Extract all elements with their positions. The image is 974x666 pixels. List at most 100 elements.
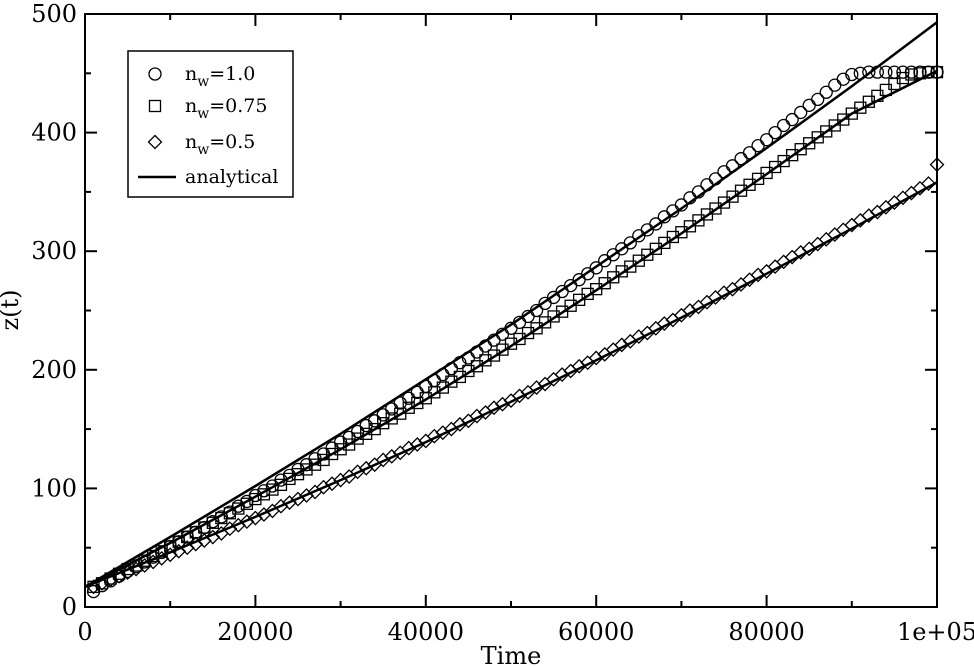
diamond-point bbox=[656, 316, 672, 331]
diamond-point bbox=[299, 488, 314, 503]
diamond-point bbox=[929, 157, 945, 173]
square-point bbox=[325, 447, 339, 461]
circle-point bbox=[734, 152, 748, 166]
diamond-point bbox=[750, 267, 766, 283]
diamond-point bbox=[94, 575, 110, 591]
circle-point bbox=[350, 424, 365, 439]
circle-point bbox=[436, 367, 450, 382]
circle-point bbox=[86, 584, 101, 599]
circle-point bbox=[751, 138, 765, 153]
circle-point bbox=[529, 303, 544, 318]
circle-point bbox=[708, 172, 723, 186]
square-point bbox=[666, 230, 680, 244]
analytical-curve bbox=[84, 181, 938, 588]
y-tick-label: 200 bbox=[31, 356, 77, 384]
square-point bbox=[240, 497, 254, 510]
diamond-point bbox=[162, 547, 178, 563]
circle-point bbox=[717, 165, 731, 179]
circle-point bbox=[811, 92, 825, 107]
x-tick-label: 80000 bbox=[728, 618, 804, 646]
square-point bbox=[164, 540, 177, 553]
diamond-point bbox=[793, 244, 809, 260]
square-point bbox=[402, 401, 415, 414]
diamond-point bbox=[512, 388, 527, 404]
analytical-curve bbox=[84, 21, 938, 588]
diamond-point bbox=[230, 517, 246, 533]
diamond-point bbox=[290, 491, 306, 507]
square-point bbox=[232, 502, 245, 515]
y-tick-label: 500 bbox=[31, 0, 77, 28]
square-point bbox=[300, 463, 313, 476]
diamond-point bbox=[469, 408, 485, 424]
square-point bbox=[360, 427, 373, 440]
square-point bbox=[896, 71, 910, 85]
circle-point bbox=[376, 408, 390, 422]
circle-point bbox=[845, 67, 859, 82]
square-point bbox=[147, 549, 160, 563]
legend-marker-diamond bbox=[147, 134, 163, 150]
diamond-point bbox=[350, 464, 366, 480]
diamond-point bbox=[154, 550, 170, 566]
diamond-point bbox=[188, 536, 204, 552]
square-point bbox=[334, 443, 347, 456]
diamond-point bbox=[120, 565, 136, 581]
circle-point bbox=[828, 78, 842, 92]
diamond-point bbox=[486, 400, 502, 416]
square-point bbox=[291, 468, 305, 481]
square-point bbox=[121, 562, 134, 576]
axis-layer: 0 20000 40000 60000 80000 1e+05 0 100 200 300 400 5… bbox=[31, 0, 974, 646]
series-square bbox=[87, 65, 944, 593]
diamond-point bbox=[333, 472, 349, 488]
circle-point bbox=[623, 236, 637, 250]
circle-point bbox=[444, 361, 459, 376]
square-point bbox=[445, 375, 458, 388]
diamond-point bbox=[401, 440, 417, 456]
diamond-point bbox=[588, 350, 604, 366]
circle-point bbox=[870, 65, 885, 79]
circle-point bbox=[742, 146, 757, 160]
legend-marker-square bbox=[148, 99, 162, 113]
diamond-point bbox=[171, 543, 187, 559]
square-point bbox=[266, 483, 279, 496]
circle-point bbox=[589, 261, 603, 275]
diamond-point bbox=[196, 533, 212, 549]
x-tick-label: 20000 bbox=[217, 618, 293, 646]
diamond-point bbox=[205, 529, 221, 545]
y-tick-label: 300 bbox=[31, 237, 77, 265]
diamond-point bbox=[103, 572, 118, 588]
circle-point bbox=[819, 85, 833, 99]
circle-point bbox=[879, 65, 893, 79]
square-point bbox=[581, 287, 594, 301]
y-tick-label: 0 bbox=[62, 593, 77, 621]
diamond-point bbox=[716, 285, 732, 301]
square-point bbox=[351, 432, 364, 445]
x-tick-label: 40000 bbox=[388, 618, 464, 646]
diamond-point bbox=[239, 514, 255, 530]
circle-point bbox=[802, 98, 816, 112]
legend-label: nw=1.0 bbox=[185, 63, 255, 90]
circle-point bbox=[691, 185, 706, 199]
diamond-point bbox=[256, 507, 272, 522]
legend-label: nw=0.5 bbox=[185, 131, 255, 158]
square-point bbox=[913, 67, 927, 80]
square-point bbox=[129, 559, 143, 572]
diamond-point bbox=[222, 521, 238, 537]
diamond-point bbox=[921, 176, 936, 192]
square-point bbox=[922, 65, 935, 79]
square-point bbox=[547, 310, 560, 323]
square-point bbox=[112, 567, 126, 580]
diamond-point bbox=[631, 329, 647, 345]
diamond-point bbox=[861, 208, 877, 224]
diamond-point bbox=[682, 303, 698, 318]
diamond-point bbox=[529, 380, 544, 396]
legend-label: analytical bbox=[185, 166, 278, 188]
diamond-point bbox=[452, 416, 468, 432]
y-tick-label: 400 bbox=[31, 119, 77, 147]
diamond-point bbox=[409, 437, 425, 452]
diamond-point bbox=[375, 452, 391, 468]
diamond-point bbox=[247, 510, 263, 526]
square-point bbox=[257, 488, 271, 501]
square-point bbox=[905, 68, 918, 81]
y-tick-label: 100 bbox=[31, 474, 77, 502]
diamond-point bbox=[358, 460, 374, 476]
